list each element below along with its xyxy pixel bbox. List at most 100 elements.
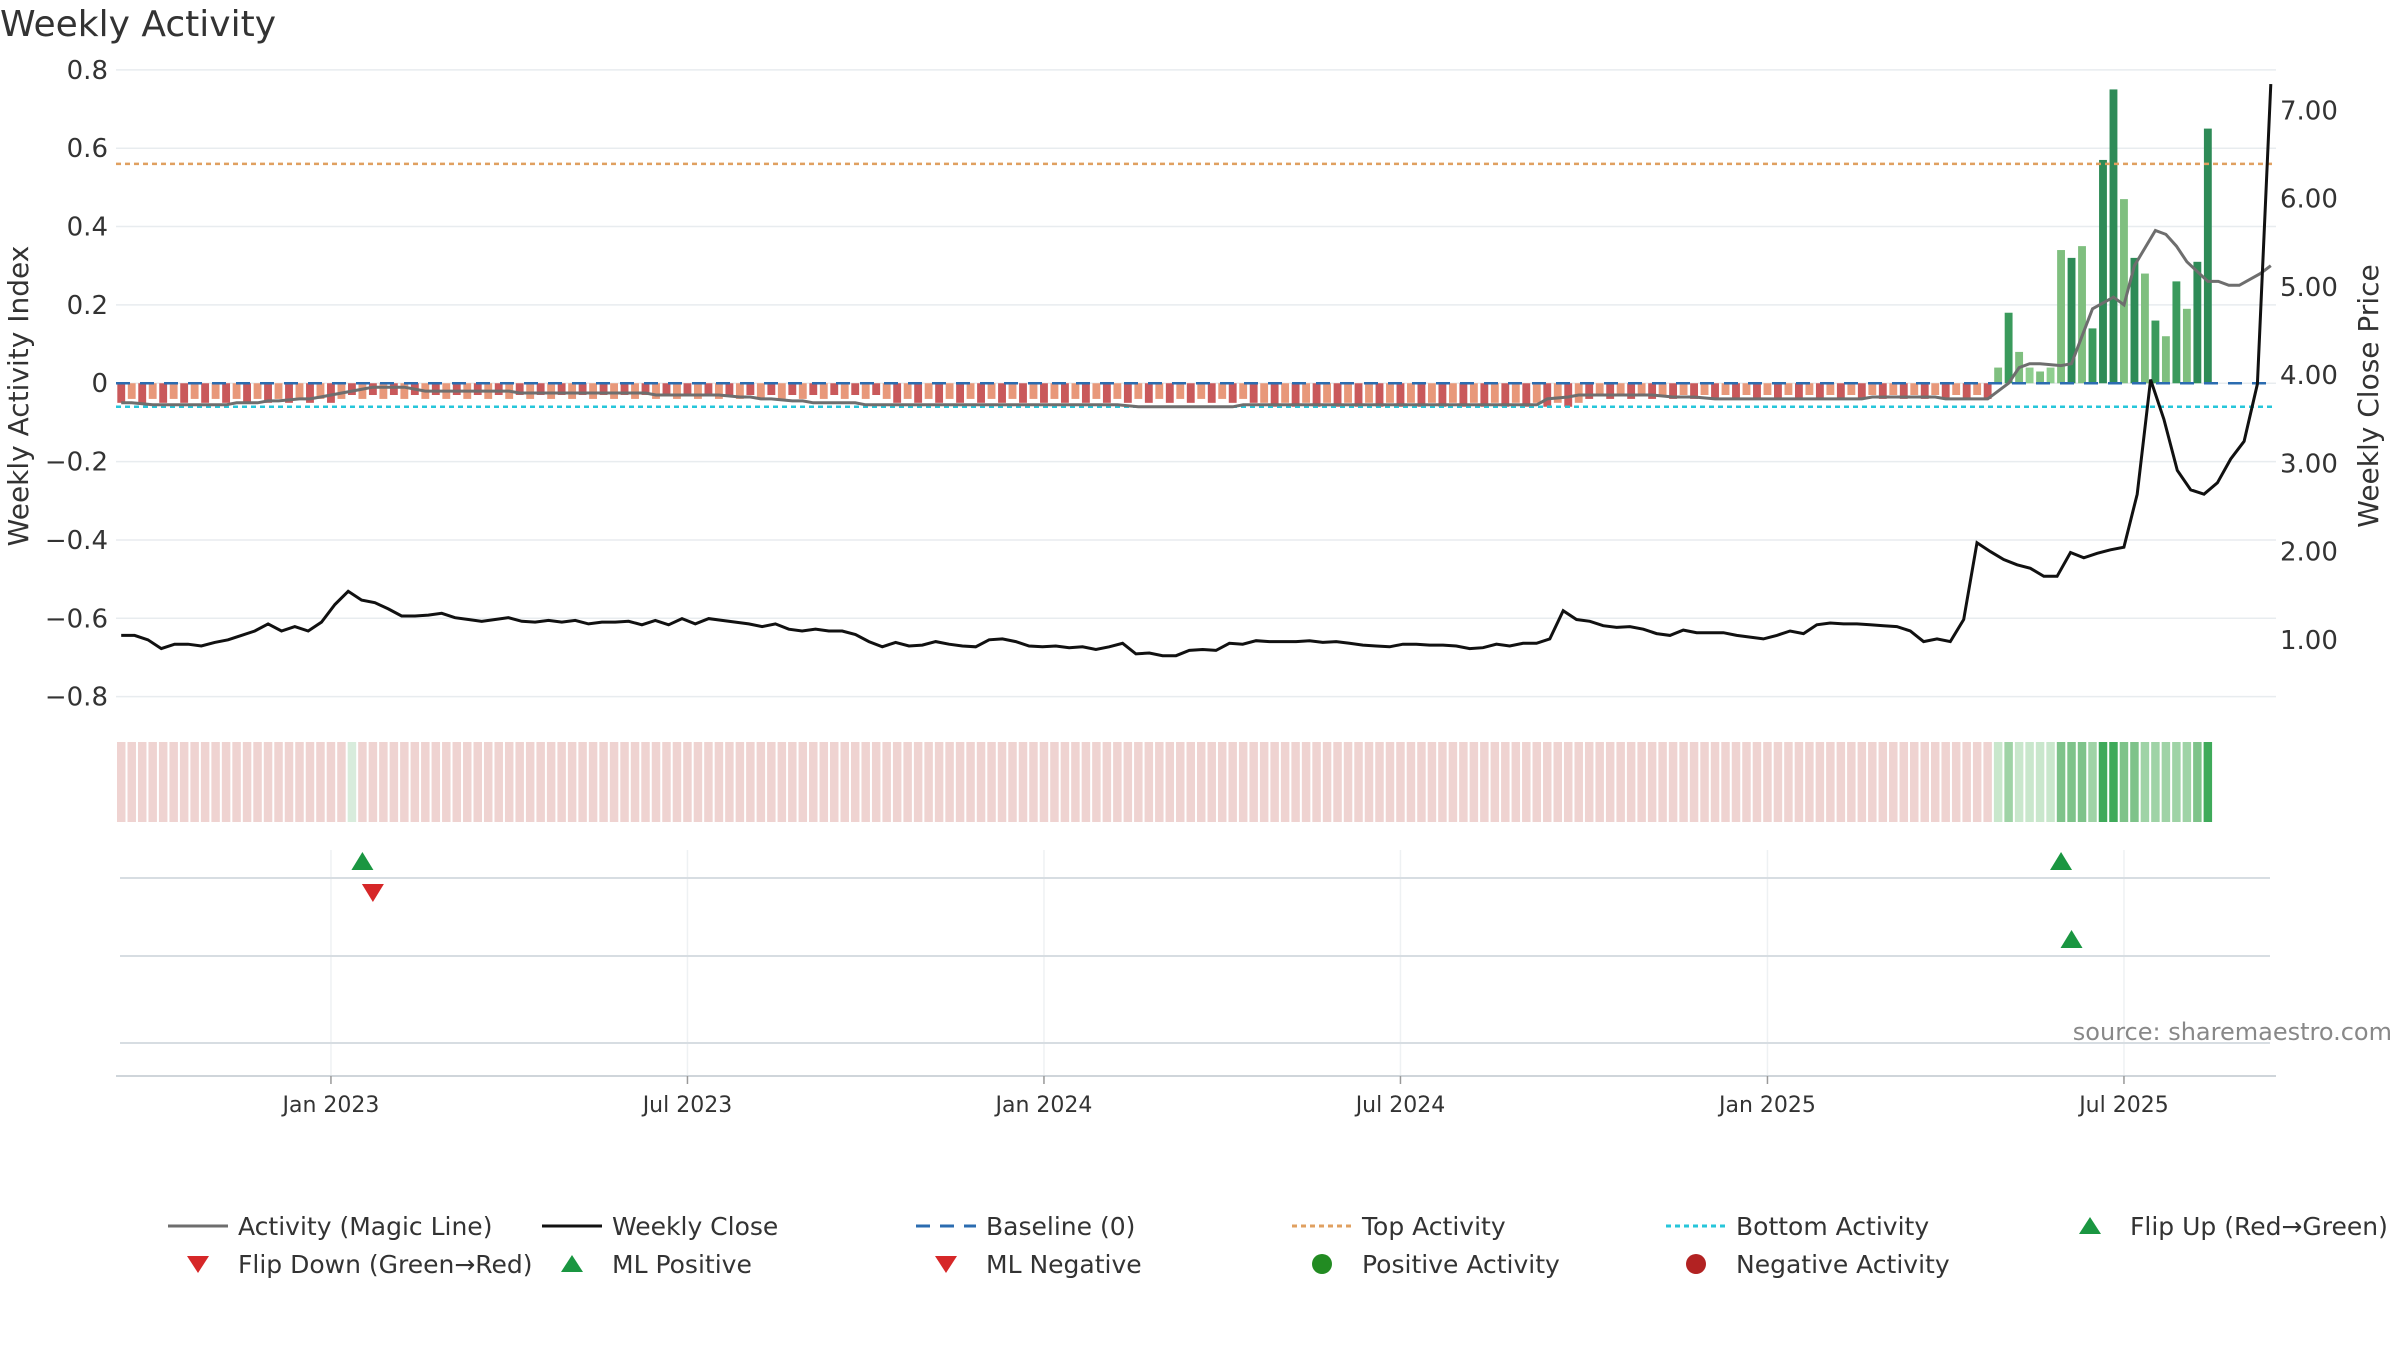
activity-strip-cell <box>2098 742 2108 822</box>
activity-strip-cell <box>2193 742 2202 822</box>
activity-strip-cell <box>1951 742 1961 822</box>
activity-bar <box>1375 383 1384 407</box>
activity-bar <box>2046 367 2055 384</box>
activity-strip-cell <box>756 742 766 822</box>
legend-item: Positive Activity <box>1312 1250 1560 1279</box>
activity-strip-cell <box>1668 742 1678 822</box>
activity-bar <box>1354 383 1363 407</box>
activity-strip-cell <box>1354 742 1363 822</box>
activity-bar <box>756 383 765 399</box>
activity-bar <box>473 383 482 395</box>
activity-bar <box>2151 320 2160 384</box>
activity-bar <box>1176 383 1185 399</box>
activity-bar <box>1407 383 1415 403</box>
activity-bar <box>2036 371 2045 384</box>
activity-strip-cell <box>599 742 608 822</box>
activity-bar <box>914 383 923 403</box>
activity-strip-cell <box>1165 742 1175 822</box>
activity-bar <box>1543 383 1552 407</box>
activity-bar <box>1878 383 1887 399</box>
activity-bar <box>211 383 220 399</box>
activity-bar <box>1920 383 1929 399</box>
x-tick-label: Jul 2025 <box>2077 1093 2169 1118</box>
activity-bar <box>1532 383 1541 403</box>
activity-bar <box>1637 383 1646 395</box>
activity-bar <box>903 383 912 399</box>
activity-strip-cell <box>1784 742 1793 822</box>
activity-strip-cell <box>536 742 545 822</box>
y-tick-label-left: −0.6 <box>45 604 108 634</box>
activity-bar <box>138 383 147 403</box>
activity-strip-cell <box>567 742 577 822</box>
activity-strip-cell <box>127 742 136 822</box>
activity-strip-cell <box>1029 742 1038 822</box>
activity-strip-cell <box>830 742 839 822</box>
activity-strip-cell <box>924 742 933 822</box>
activity-bar <box>2099 159 2107 384</box>
activity-bar <box>1690 383 1698 399</box>
activity-bar <box>1040 383 1048 403</box>
legend-item: ML Negative <box>935 1250 1142 1279</box>
activity-strip-cell <box>861 742 870 822</box>
activity-strip-cell <box>1469 742 1479 822</box>
activity-bar <box>1312 383 1321 407</box>
activity-strip-cell <box>767 742 776 822</box>
activity-strip-cell <box>2172 742 2181 822</box>
activity-strip-cell <box>1584 742 1594 822</box>
activity-bar <box>1763 383 1772 395</box>
activity-strip-cell <box>2203 742 2213 822</box>
activity-bar <box>704 383 713 395</box>
activity-strip-cell <box>358 742 367 822</box>
activity-strip-cell <box>1972 742 1982 822</box>
legend-swatch <box>2079 1217 2101 1234</box>
activity-strip-cell <box>1847 742 1856 822</box>
activity-bar <box>1459 383 1468 407</box>
activity-bar <box>1774 383 1782 399</box>
activity-strip-cell <box>1092 742 1101 822</box>
activity-strip-cell <box>284 742 294 822</box>
activity-bar <box>316 383 325 399</box>
activity-bar <box>1323 383 1331 403</box>
activity-strip-cell <box>169 742 178 822</box>
activity-strip-cell <box>1616 742 1625 822</box>
activity-strip-cell <box>1249 742 1258 822</box>
activity-strip-cell <box>1060 742 1070 822</box>
activity-bar <box>557 383 566 395</box>
activity-strip-cell <box>1217 742 1227 822</box>
activity-strip-cell <box>1459 742 1468 822</box>
activity-bar <box>1396 383 1405 407</box>
activity-strip-cell <box>1406 742 1416 822</box>
activity-strip-cell <box>515 742 524 822</box>
activity-strip-cell <box>1679 742 1688 822</box>
activity-strip-cell <box>1259 742 1269 822</box>
activity-strip-cell <box>1889 742 1898 822</box>
activity-strip-cell <box>158 742 168 822</box>
activity-strip-cell <box>337 742 346 822</box>
flip-down-marker <box>361 884 384 902</box>
activity-strip-cell <box>1343 742 1353 822</box>
activity-strip-cell <box>1878 742 1888 822</box>
activity-bar <box>1941 383 1950 399</box>
legend-item: Top Activity <box>1292 1212 1506 1241</box>
legend-label: Positive Activity <box>1362 1250 1560 1279</box>
activity-strip-cell <box>882 742 891 822</box>
activity-strip-cell <box>473 742 482 822</box>
activity-strip-cell <box>253 742 262 822</box>
activity-strip-cell <box>1637 742 1646 822</box>
activity-strip-cell <box>1102 742 1112 822</box>
activity-strip-cell <box>735 742 745 822</box>
legend-label: Activity (Magic Line) <box>238 1212 492 1241</box>
flip-up-marker <box>351 852 374 870</box>
activity-strip-cell <box>148 742 157 822</box>
activity-strip-cell <box>463 742 472 822</box>
activity-strip-cell <box>1605 742 1615 822</box>
activity-strip-cell <box>2077 742 2087 822</box>
activity-bar <box>1857 383 1866 399</box>
activity-strip-cell <box>1238 742 1248 822</box>
activity-bar <box>851 383 860 395</box>
activity-strip-cell <box>871 742 881 822</box>
activity-bar <box>1910 383 1919 395</box>
activity-bar <box>1438 383 1447 407</box>
activity-bar <box>568 383 577 399</box>
activity-bar <box>232 383 241 399</box>
